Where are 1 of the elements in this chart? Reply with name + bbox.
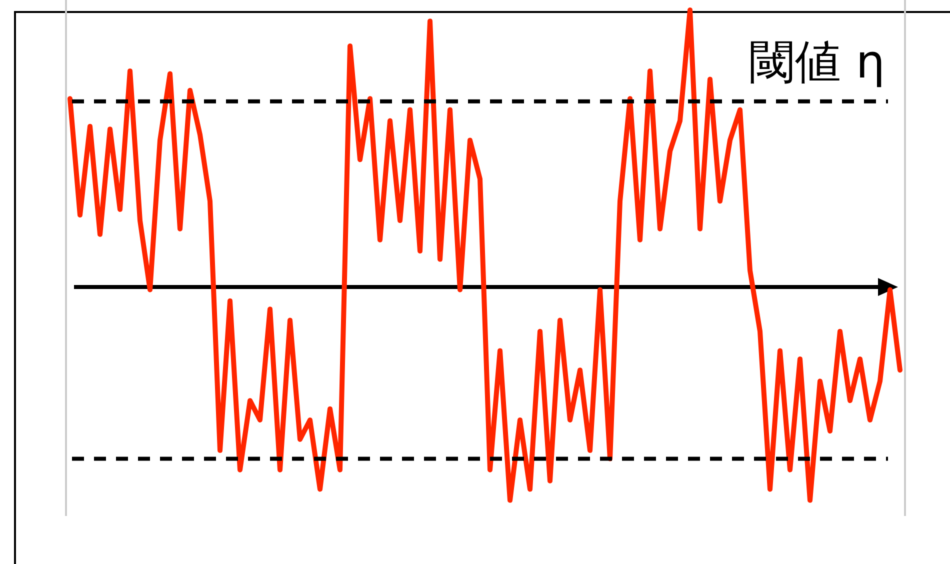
ref-line-label: 閾値 η bbox=[749, 34, 885, 88]
